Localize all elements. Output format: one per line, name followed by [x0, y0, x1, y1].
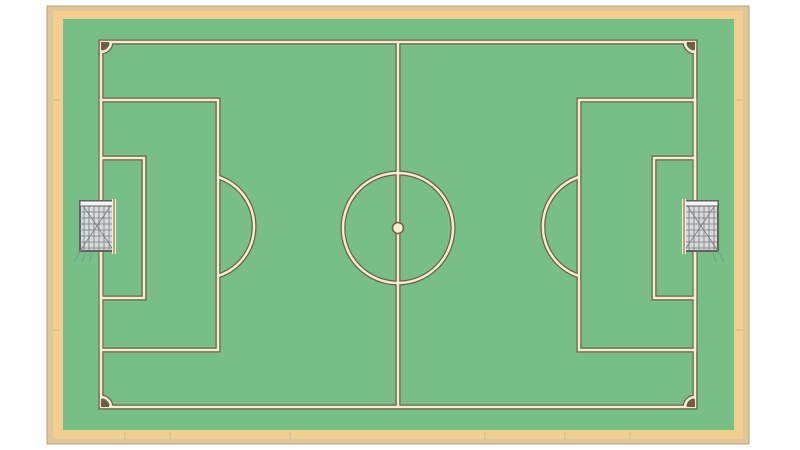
center-spot [391, 221, 405, 235]
surround-edge-marks [53, 99, 743, 439]
corner-marks [101, 42, 695, 407]
right-goal [682, 199, 725, 263]
left-goal [73, 199, 116, 263]
field-markings [98, 39, 698, 410]
